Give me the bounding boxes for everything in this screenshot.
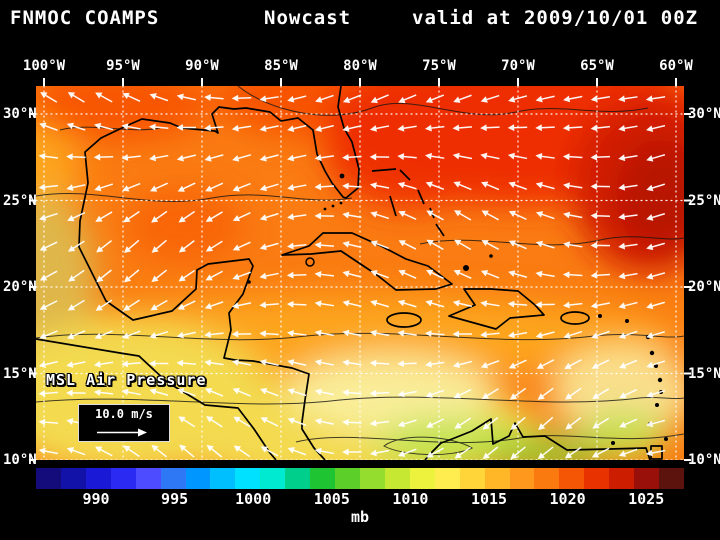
- latitude-label-left: 20°N: [3, 279, 37, 295]
- colorbar-tick-label: 1025: [628, 490, 665, 508]
- colorbar-cell: [36, 468, 61, 489]
- colorbar-cell: [235, 468, 261, 489]
- colorbar-tick-label: 1000: [235, 490, 272, 508]
- grid-lines: [36, 86, 684, 460]
- colorbar-cell: [484, 468, 510, 489]
- pressure-field: [36, 86, 684, 460]
- colorbar-tick-labels: 990 995 1000 1005 1010 1015 1020 1025: [36, 490, 684, 508]
- valid-time-label: valid at 2009/10/01 00Z: [412, 7, 699, 29]
- longitude-label: 65°W: [580, 58, 614, 74]
- colorbar-cell: [335, 468, 360, 489]
- latitude-label-right: 25°N: [688, 192, 720, 209]
- colorbar-tick-label: 995: [161, 490, 189, 508]
- colorbar-tick-label: 1015: [470, 490, 508, 508]
- colorbar: [36, 468, 684, 489]
- wind-arrows: [38, 92, 666, 460]
- wind-scale-label: 10.0 m/s: [95, 407, 153, 421]
- latitude-label-right: 20°N: [688, 279, 720, 295]
- colorbar-tick-label: 1020: [549, 490, 586, 508]
- colorbar-cell: [310, 468, 336, 489]
- colorbar-cell: [584, 468, 610, 489]
- colorbar-cell: [634, 468, 660, 489]
- longitude-label: 85°W: [264, 58, 298, 74]
- colorbar-cell: [534, 468, 560, 489]
- latitude-label-right: 30°N: [688, 106, 720, 122]
- latitude-label-left: 15°N: [3, 365, 37, 382]
- longitude-label: 100°W: [22, 58, 66, 74]
- longitude-label: 90°W: [185, 58, 219, 74]
- colorbar-cell: [659, 468, 684, 489]
- latitude-label-left: 10°N: [3, 452, 37, 468]
- colorbar-cell: [85, 468, 111, 489]
- colorbar-cell: [459, 468, 485, 489]
- colorbar-unit-label: mb: [350, 508, 370, 526]
- colorbar-cell: [210, 468, 236, 489]
- field-label: MSL Air Pressure: [46, 371, 207, 389]
- product-label: Nowcast: [264, 7, 352, 29]
- wind-scale-box: 10.0 m/s: [78, 404, 170, 442]
- colorbar-cell: [185, 468, 211, 489]
- axis-ticks: [29, 78, 691, 461]
- colorbar-tick-label: 1005: [313, 490, 350, 508]
- colorbar-cell: [384, 468, 410, 489]
- colorbar-cell: [434, 468, 460, 489]
- colorbar-cell: [135, 468, 161, 489]
- colorbar-cell: [559, 468, 585, 489]
- longitude-label: 70°W: [501, 58, 535, 74]
- colorbar-tick-label: 1010: [392, 490, 429, 508]
- colorbar-cell: [260, 468, 286, 489]
- longitude-label: 75°W: [422, 58, 456, 74]
- colorbar-cell: [409, 468, 435, 489]
- map-clip-group: [36, 86, 684, 460]
- colorbar-tick-label: 990: [82, 490, 110, 508]
- colorbar-cell: [160, 468, 186, 489]
- latitude-label-right: 10°N: [688, 452, 720, 468]
- latitude-label-right: 15°N: [688, 365, 720, 382]
- longitude-label: 95°W: [106, 58, 140, 74]
- colorbar-cell: [359, 468, 385, 489]
- colorbar-cell: [60, 468, 86, 489]
- colorbar-cell: [509, 468, 535, 489]
- colorbar-cell: [609, 468, 635, 489]
- colorbar-cell: [285, 468, 311, 489]
- longitude-label: 60°W: [659, 58, 693, 74]
- colorbar-cell: [110, 468, 136, 489]
- model-label: FNMOC COAMPS: [10, 7, 160, 29]
- coastlines: [36, 86, 663, 460]
- wind-scale-arrow-icon: [97, 428, 147, 437]
- latitude-label-left: 25°N: [3, 192, 37, 209]
- latitude-label-left: 30°N: [3, 106, 37, 122]
- longitude-label: 80°W: [343, 58, 377, 74]
